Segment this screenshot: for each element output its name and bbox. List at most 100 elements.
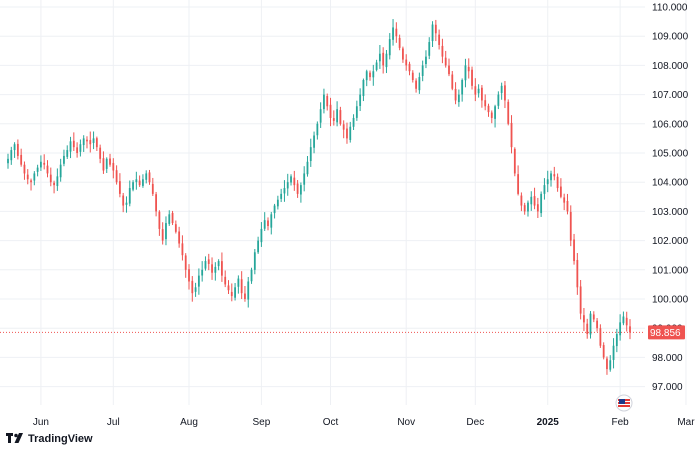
candle-body: [293, 177, 296, 186]
tradingview-logo[interactable]: TradingView: [6, 433, 93, 445]
candle: [115, 165, 118, 185]
candle: [533, 187, 536, 210]
candle-body: [191, 280, 194, 294]
candle: [359, 88, 362, 112]
candle: [250, 267, 253, 284]
y-tick-label: 106.000: [652, 119, 689, 130]
candle: [109, 153, 111, 167]
candle-body: [444, 57, 447, 66]
candle: [313, 131, 315, 154]
candle-body: [217, 261, 220, 267]
y-tick-label: 110.000: [652, 3, 688, 14]
candle: [128, 180, 131, 207]
candle: [273, 203, 276, 219]
candle-body: [421, 65, 424, 76]
candle-body: [115, 170, 118, 183]
candle: [247, 276, 250, 308]
candle-body: [530, 196, 533, 205]
candle: [112, 158, 115, 179]
candle-body: [464, 65, 467, 81]
candle: [375, 59, 378, 72]
candle-body: [234, 287, 236, 298]
candle: [418, 72, 421, 94]
candle-body: [36, 167, 39, 172]
candle: [602, 342, 605, 360]
candle: [349, 121, 352, 143]
candle-body: [102, 158, 105, 171]
candle: [629, 319, 631, 340]
candle: [221, 252, 223, 282]
candle-body: [619, 322, 622, 336]
candle-body: [323, 94, 325, 110]
candle: [589, 311, 592, 339]
candle-body: [230, 291, 233, 297]
candle-body: [553, 174, 556, 177]
candle-body: [480, 87, 483, 101]
us-flag-icon[interactable]: [615, 394, 633, 412]
candle-body: [625, 317, 628, 326]
candle: [392, 19, 394, 46]
candle: [201, 261, 204, 282]
candle-body: [283, 188, 286, 194]
candle-body: [224, 276, 227, 285]
candle: [474, 78, 477, 102]
candle: [454, 82, 457, 105]
candle: [451, 70, 454, 91]
candle: [20, 148, 23, 167]
y-tick-label: 107.000: [652, 90, 689, 101]
candle-body: [313, 135, 315, 148]
candle: [296, 180, 299, 198]
candle: [319, 102, 322, 128]
candle-body: [95, 138, 98, 148]
candle-body: [546, 179, 549, 185]
candle: [615, 328, 618, 353]
candle: [211, 257, 213, 280]
candle-body: [142, 179, 144, 186]
candle-body: [89, 140, 92, 145]
candle: [7, 153, 9, 169]
candle-body: [319, 109, 322, 123]
candle-body: [135, 179, 138, 183]
candle: [388, 33, 391, 60]
candle: [536, 197, 539, 219]
candle-body: [566, 200, 569, 212]
candle: [346, 122, 348, 144]
x-tick-label: Feb: [612, 417, 630, 428]
candle: [86, 136, 88, 149]
candle: [398, 34, 401, 51]
candle-body: [46, 165, 49, 174]
candle-body: [457, 94, 460, 103]
candle-body: [221, 261, 223, 276]
candle-body: [599, 328, 602, 346]
candle-body: [76, 147, 79, 153]
candle-body: [332, 118, 335, 121]
candle: [415, 78, 417, 93]
y-tick-label: 97.000: [652, 382, 683, 393]
candle-body: [622, 316, 625, 324]
candle-body: [267, 220, 269, 226]
candle-body: [586, 323, 589, 335]
candle: [306, 156, 309, 177]
candle-body: [303, 173, 306, 185]
candle-body: [487, 105, 490, 113]
candle: [619, 314, 622, 341]
candle: [280, 188, 283, 203]
candle: [142, 174, 144, 188]
candle: [553, 166, 556, 181]
candle-body: [237, 278, 240, 287]
price-axis[interactable]: 97.00098.00099.000100.000101.000102.0001…: [652, 3, 689, 394]
candle: [46, 160, 49, 178]
candle: [125, 196, 128, 213]
candle: [227, 280, 230, 294]
time-axis[interactable]: JunJulAugSepOctNovDec2025FebMarAprMay: [33, 417, 700, 428]
candle: [135, 171, 138, 190]
candle: [188, 264, 190, 290]
candle: [33, 171, 36, 186]
x-tick-label: Mar: [677, 417, 695, 428]
candle-body: [306, 161, 309, 175]
candle-body: [168, 214, 171, 224]
candle-body: [23, 164, 26, 174]
candle: [520, 192, 523, 212]
candle-body: [13, 144, 16, 151]
